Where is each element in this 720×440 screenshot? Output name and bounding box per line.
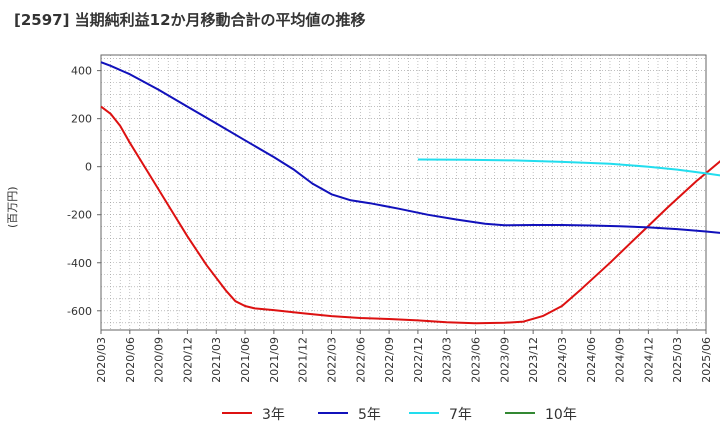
series-line [100,105,720,325]
x-tick-label: 2020/12 [181,337,194,383]
x-tick-label: 2022/09 [383,337,396,383]
x-tick-label: 2020/09 [153,337,166,383]
y-tick-label: -200 [67,209,92,222]
legend: 3年 5年 7年 10年 [222,407,577,423]
x-tick-label: 2023/06 [470,337,483,383]
x-tick-label: 2020/03 [95,337,108,383]
x-tick-label: 2024/06 [585,337,598,383]
plot-frame [100,54,707,331]
x-tick-label: 2024/12 [642,337,655,383]
series-line [417,158,720,177]
legend-label: 10年 [545,407,577,423]
y-tick-label: -400 [67,257,92,270]
x-tick-label: 2025/06 [700,337,713,383]
grid-lines [101,55,706,330]
series-line [100,61,720,234]
legend-label: 5年 [358,407,381,423]
series-lines [100,61,720,325]
x-tick-label: 2021/12 [297,337,310,383]
x-tick-label: 2021/09 [268,337,281,383]
x-tick-label: 2022/12 [412,337,425,383]
x-tick-label: 2023/09 [498,337,511,383]
x-tick-label: 2022/03 [325,337,338,383]
x-tick-label: 2024/03 [556,337,569,383]
y-tick-label: 200 [71,113,92,126]
y-tick-label: -600 [67,305,92,318]
x-tick-label: 2025/03 [671,337,684,383]
x-tick-label: 2023/03 [441,337,454,383]
legend-label: 7年 [449,407,472,423]
x-tick-label: 2020/06 [124,337,137,383]
y-tick-label: 400 [71,65,92,78]
x-tick-label: 2022/06 [354,337,367,383]
y-axis-ticks: 400 200 0 -200 -400 -600 [67,65,101,318]
x-tick-label: 2024/09 [614,337,627,383]
legend-label: 3年 [262,407,285,423]
chart-title: [2597] 当期純利益12か月移動合計の平均値の推移 [14,11,366,29]
x-tick-label: 2023/12 [527,337,540,383]
x-tick-label: 2021/06 [239,337,252,383]
y-tick-label: 0 [85,161,92,174]
x-tick-label: 2021/03 [210,337,223,383]
x-axis-ticks: 2020/03 2020/06 2020/09 2020/12 2021/03 2021/… [95,330,713,383]
